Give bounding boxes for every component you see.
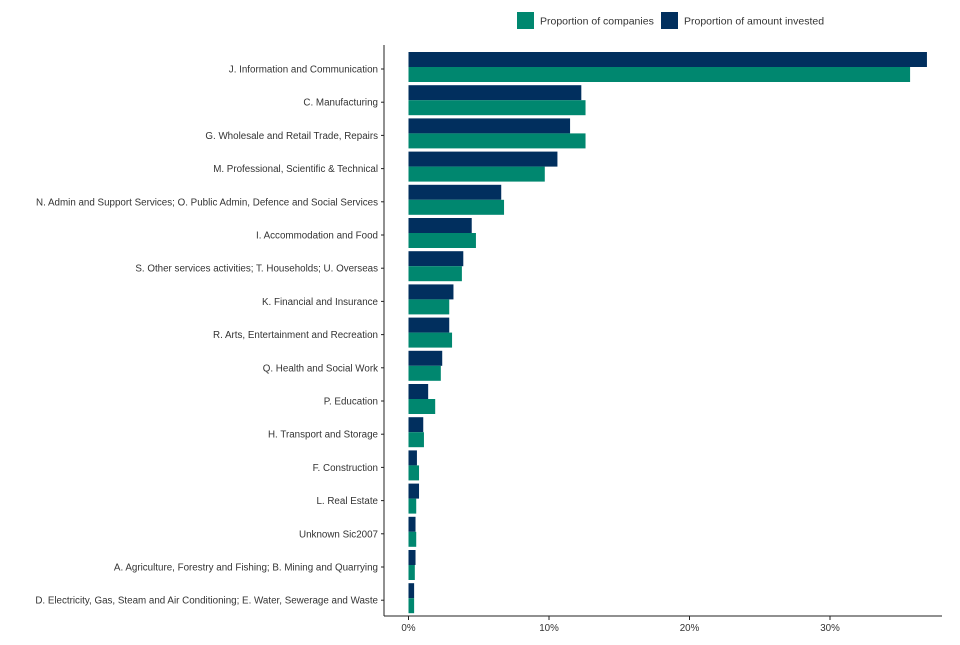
category-label: D. Electricity, Gas, Steam and Air Condi…: [35, 596, 378, 607]
x-tick-label: 20%: [680, 623, 700, 634]
bar-companies: [408, 299, 450, 315]
bar-companies: [408, 565, 415, 580]
category-label: R. Arts, Entertainment and Recreation: [213, 330, 378, 341]
x-tick-label: 0%: [401, 623, 415, 634]
category-label: L. Real Estate: [316, 496, 378, 507]
bar-companies: [408, 332, 453, 348]
bar-companies: [408, 498, 417, 514]
bar-companies: [408, 365, 441, 381]
bar-companies: [408, 67, 911, 82]
bar-invested: [408, 284, 454, 300]
bar-invested: [408, 583, 415, 599]
bar-invested: [408, 516, 416, 532]
category-label: Unknown Sic2007: [299, 529, 378, 540]
bar-invested: [408, 384, 429, 399]
bar-invested: [408, 417, 424, 433]
bar-companies: [408, 266, 462, 282]
bar-companies: [408, 465, 420, 481]
bar-invested: [408, 483, 420, 499]
category-label: C. Manufacturing: [303, 98, 378, 109]
bar-invested: [408, 85, 582, 101]
bar-companies: [408, 233, 476, 248]
bar-companies: [408, 598, 415, 614]
bar-invested: [408, 151, 558, 167]
bar-invested: [408, 118, 571, 134]
bar-invested: [408, 218, 472, 233]
x-tick-label: 30%: [820, 623, 840, 634]
bar-companies: [408, 100, 586, 116]
bar-invested: [408, 450, 417, 466]
legend-label: Proportion of companies: [540, 16, 654, 28]
bar-invested: [408, 184, 502, 200]
bar-invested: [408, 52, 927, 67]
category-label: A. Agriculture, Forestry and Fishing; B.…: [114, 563, 378, 574]
bar-companies: [408, 133, 586, 149]
bar-companies: [408, 399, 436, 414]
bar-companies: [408, 166, 545, 182]
x-tick-label: 10%: [539, 623, 559, 634]
category-label: N. Admin and Support Services; O. Public…: [36, 197, 378, 208]
legend-swatch: [661, 12, 678, 29]
category-label: K. Financial and Insurance: [262, 297, 379, 308]
legend-swatch: [517, 12, 534, 29]
bar-companies: [408, 199, 505, 215]
bar-invested: [408, 350, 443, 366]
category-label: P. Education: [324, 397, 378, 408]
bar-companies: [408, 432, 424, 448]
category-label: Q. Health and Social Work: [263, 363, 378, 374]
bar-invested: [408, 317, 450, 333]
category-label: F. Construction: [313, 463, 378, 474]
legend-label: Proportion of amount invested: [684, 16, 824, 28]
bar-invested: [408, 251, 464, 267]
category-label: J. Information and Communication: [229, 65, 378, 76]
category-label: S. Other services activities; T. Househo…: [135, 264, 378, 275]
category-label: I. Accommodation and Food: [256, 231, 378, 242]
category-label: M. Professional, Scientific & Technical: [213, 164, 378, 175]
bar-invested: [408, 550, 416, 565]
category-label: H. Transport and Storage: [268, 430, 379, 441]
category-label: G. Wholesale and Retail Trade, Repairs: [205, 131, 378, 142]
bar-companies: [408, 531, 417, 547]
